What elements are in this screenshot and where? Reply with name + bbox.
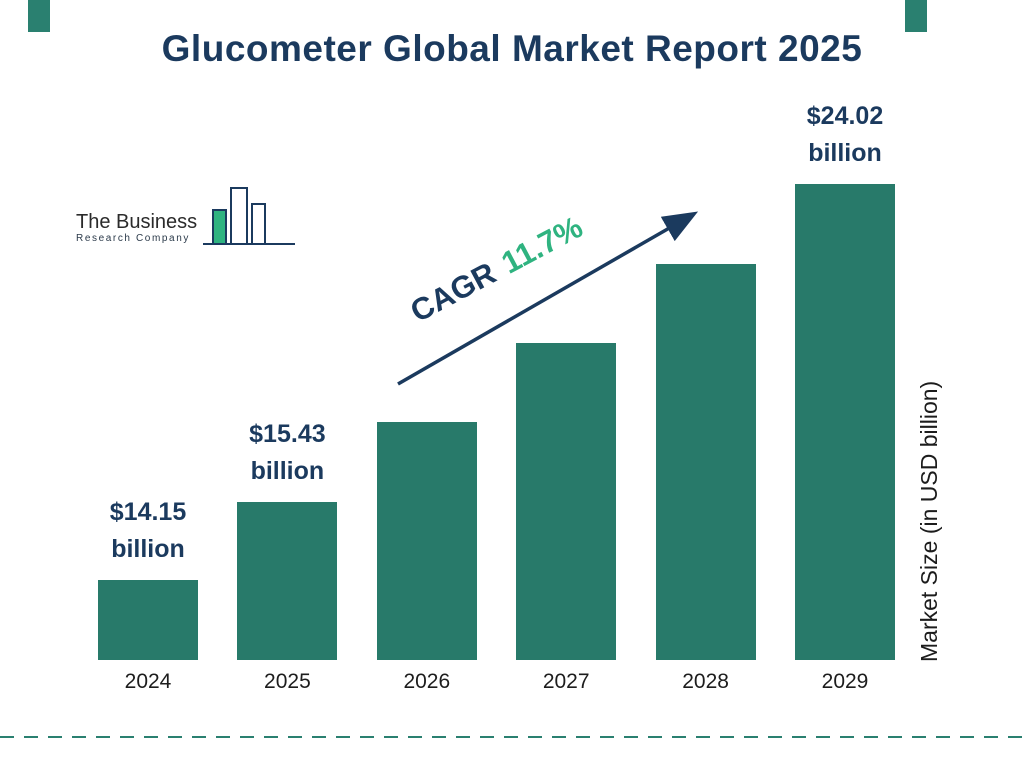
x-axis-label-2024: 2024 [124,670,172,693]
value-label-2029: $24.02 billion [755,98,935,172]
value-label-2024: $14.15 billion [58,494,238,568]
bottom-divider [0,736,1024,738]
x-axis-label-2025: 2025 [264,670,311,693]
logo-subname: Research Company [76,233,190,244]
x-axis-label-2026: 2026 [403,670,451,693]
bar-2029 [795,184,895,660]
x-axis-label-2027: 2027 [542,670,590,693]
y-axis-title: Market Size (in USD billion) [916,380,942,662]
bar-column-2026: 2026 [376,422,477,693]
value-amount-2024: $14.15 [109,498,187,526]
bar-2025 [237,502,338,660]
bar-column-2024: 2024 [98,580,198,693]
value-amount-2025: $15.43 [249,420,326,448]
value-amount-2029: $24.02 [806,102,884,130]
logo: The Business Research Company [76,182,297,254]
bar-column-2029: 2029 [795,184,895,693]
value-unit-2025: billion [250,457,325,485]
value-unit-2029: billion [808,139,882,167]
logo-name: The Business [76,211,198,233]
bar-2028 [655,264,756,660]
bar-column-2027: 2027 [516,343,617,693]
logo-text: The Business Research Company [76,211,197,254]
page-title: Glucometer Global Market Report 2025 [161,28,863,69]
corner-accent-left [28,0,50,32]
bar-2027 [516,343,617,660]
bar-2024 [98,580,198,660]
value-unit-2024: billion [111,535,185,563]
x-axis-label-2029: 2029 [821,670,869,693]
bar-column-2025: 2025 [237,502,338,693]
bar-2026 [376,422,477,660]
x-axis-label-2028: 2028 [682,670,729,693]
bar-column-2028: 2028 [655,264,756,693]
corner-accent-right [905,0,927,32]
logo-bar-chart-icon [203,187,296,245]
value-label-2025: $15.43 billion [197,416,377,490]
